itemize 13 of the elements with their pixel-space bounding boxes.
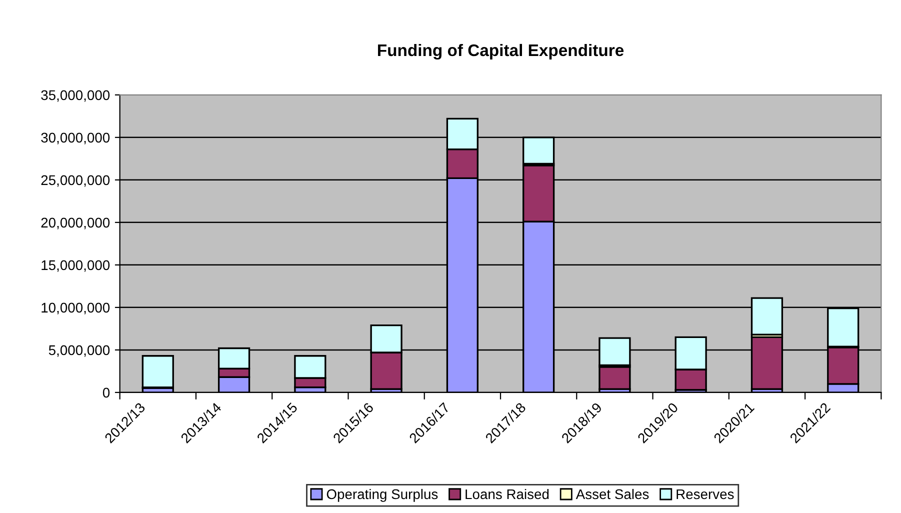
legend-label: Loans Raised [466, 488, 549, 500]
y-tick-label: 10,000,000 [42, 302, 110, 314]
legend-label: Asset Sales [576, 488, 649, 500]
y-tick-label: 30,000,000 [41, 132, 110, 144]
chart-title: Funding of Capital Expenditure [378, 44, 624, 60]
y-tick-label: 25,000,000 [41, 175, 110, 187]
y-tick-label: 35,000,000 [41, 90, 110, 102]
y-tick-label: 0 [102, 388, 110, 398]
legend-label: Reserves [676, 489, 734, 500]
y-tick-label: 20,000,000 [41, 218, 110, 230]
y-tick-label: 15,000,000 [42, 260, 110, 272]
legend-label: Operating Surplus [326, 488, 438, 502]
y-tick-label: 5,000,000 [48, 345, 110, 357]
